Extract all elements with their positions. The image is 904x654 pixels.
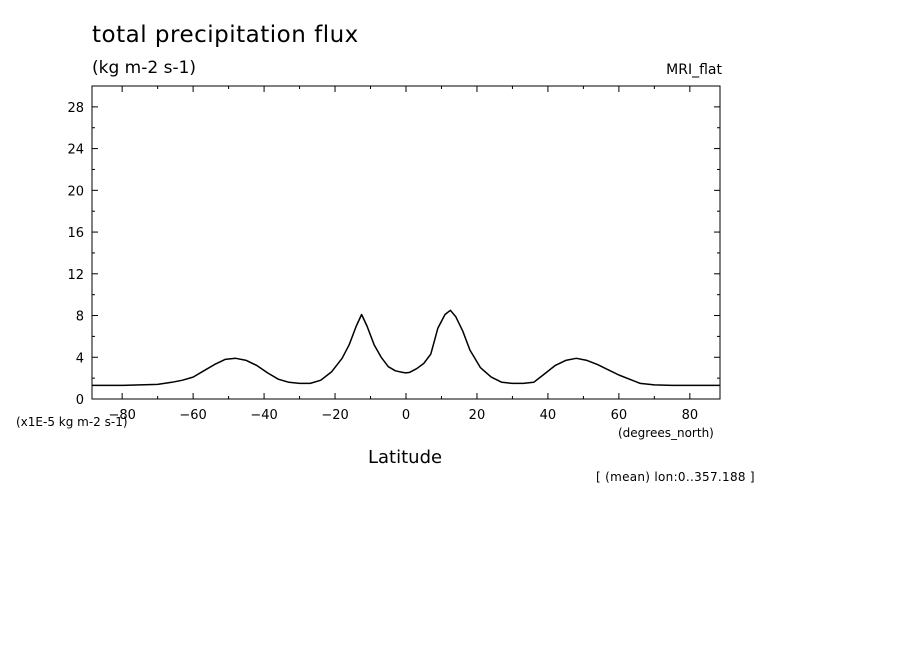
chart-units: (kg m-2 s-1) <box>92 58 197 78</box>
x-tick-label: −80 <box>108 408 135 423</box>
x-tick-label: 40 <box>540 408 557 423</box>
y-tick-label: 0 <box>76 393 84 408</box>
y-tick-label: 28 <box>67 101 84 116</box>
x-tick-label: −20 <box>321 408 348 423</box>
y-scale-label: (x1E-5 kg m-2 s-1) <box>16 415 128 429</box>
x-unit-label: (degrees_north) <box>618 426 714 440</box>
dataset-label: MRI_flat <box>666 62 722 78</box>
y-tick-label: 20 <box>67 184 84 199</box>
x-axis-label: Latitude <box>368 447 443 468</box>
plot-frame <box>91 85 721 400</box>
x-tick-label: 80 <box>682 408 699 423</box>
axis-ticks: −80 −60 −40 −20 0 20 40 60 80 0 4 8 12 16 20 24 28 <box>67 85 720 423</box>
precip-line <box>92 309 720 387</box>
y-tick-label: 4 <box>76 351 84 366</box>
chart-title: total precipitation flux <box>92 22 359 48</box>
y-tick-label: 8 <box>76 310 84 325</box>
x-tick-label: 0 <box>402 408 410 423</box>
averaging-footnote: [ (mean) lon:0..357.188 ] <box>596 470 755 484</box>
x-tick-label: −40 <box>250 408 277 423</box>
y-tick-label: 16 <box>67 226 84 241</box>
y-tick-label: 12 <box>67 268 84 283</box>
x-tick-label: −60 <box>179 408 206 423</box>
y-tick-label: 24 <box>67 143 84 158</box>
x-tick-label: 60 <box>611 408 628 423</box>
x-tick-label: 20 <box>469 408 486 423</box>
